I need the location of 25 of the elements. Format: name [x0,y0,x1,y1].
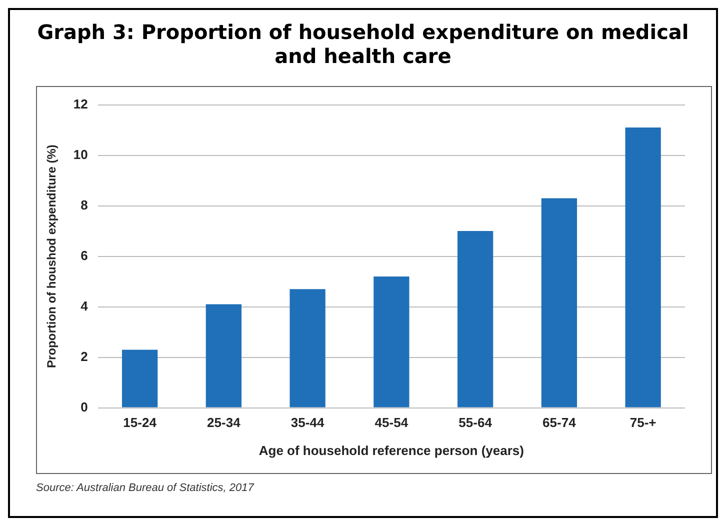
y-axis-title: Proportion of houshod expenditure (%) [44,144,59,368]
y-tick-label: 2 [80,348,88,364]
y-tick-label: 12 [73,96,88,112]
x-tick-label: 45-54 [374,415,409,430]
bar [122,350,158,408]
y-tick-label: 6 [80,248,88,263]
y-tick-label: 10 [73,146,88,162]
x-tick-label: 35-44 [290,415,325,430]
bar [541,198,578,408]
x-tick-label: 75-+ [630,415,657,430]
y-tick-label: 4 [80,298,89,314]
x-tick-label: 25-34 [207,415,242,430]
x-tick-label: 65-74 [542,415,577,430]
y-tick-label: 0 [80,399,88,414]
bar [457,231,494,408]
bar [290,289,326,408]
chart-title: Graph 3: Proportion of household expenditure on medical and health care [36,19,690,68]
source-note: Source: Australian Bureau of Statistics, 2017 [36,482,254,494]
bar [625,128,661,408]
bar [206,304,242,408]
x-tick-label: 55-64 [458,415,493,430]
y-tick-label: 8 [80,197,88,212]
x-tick-label: 15-24 [123,415,158,430]
bar [374,276,410,408]
x-axis-title: Age of household reference person (years) [258,442,524,458]
